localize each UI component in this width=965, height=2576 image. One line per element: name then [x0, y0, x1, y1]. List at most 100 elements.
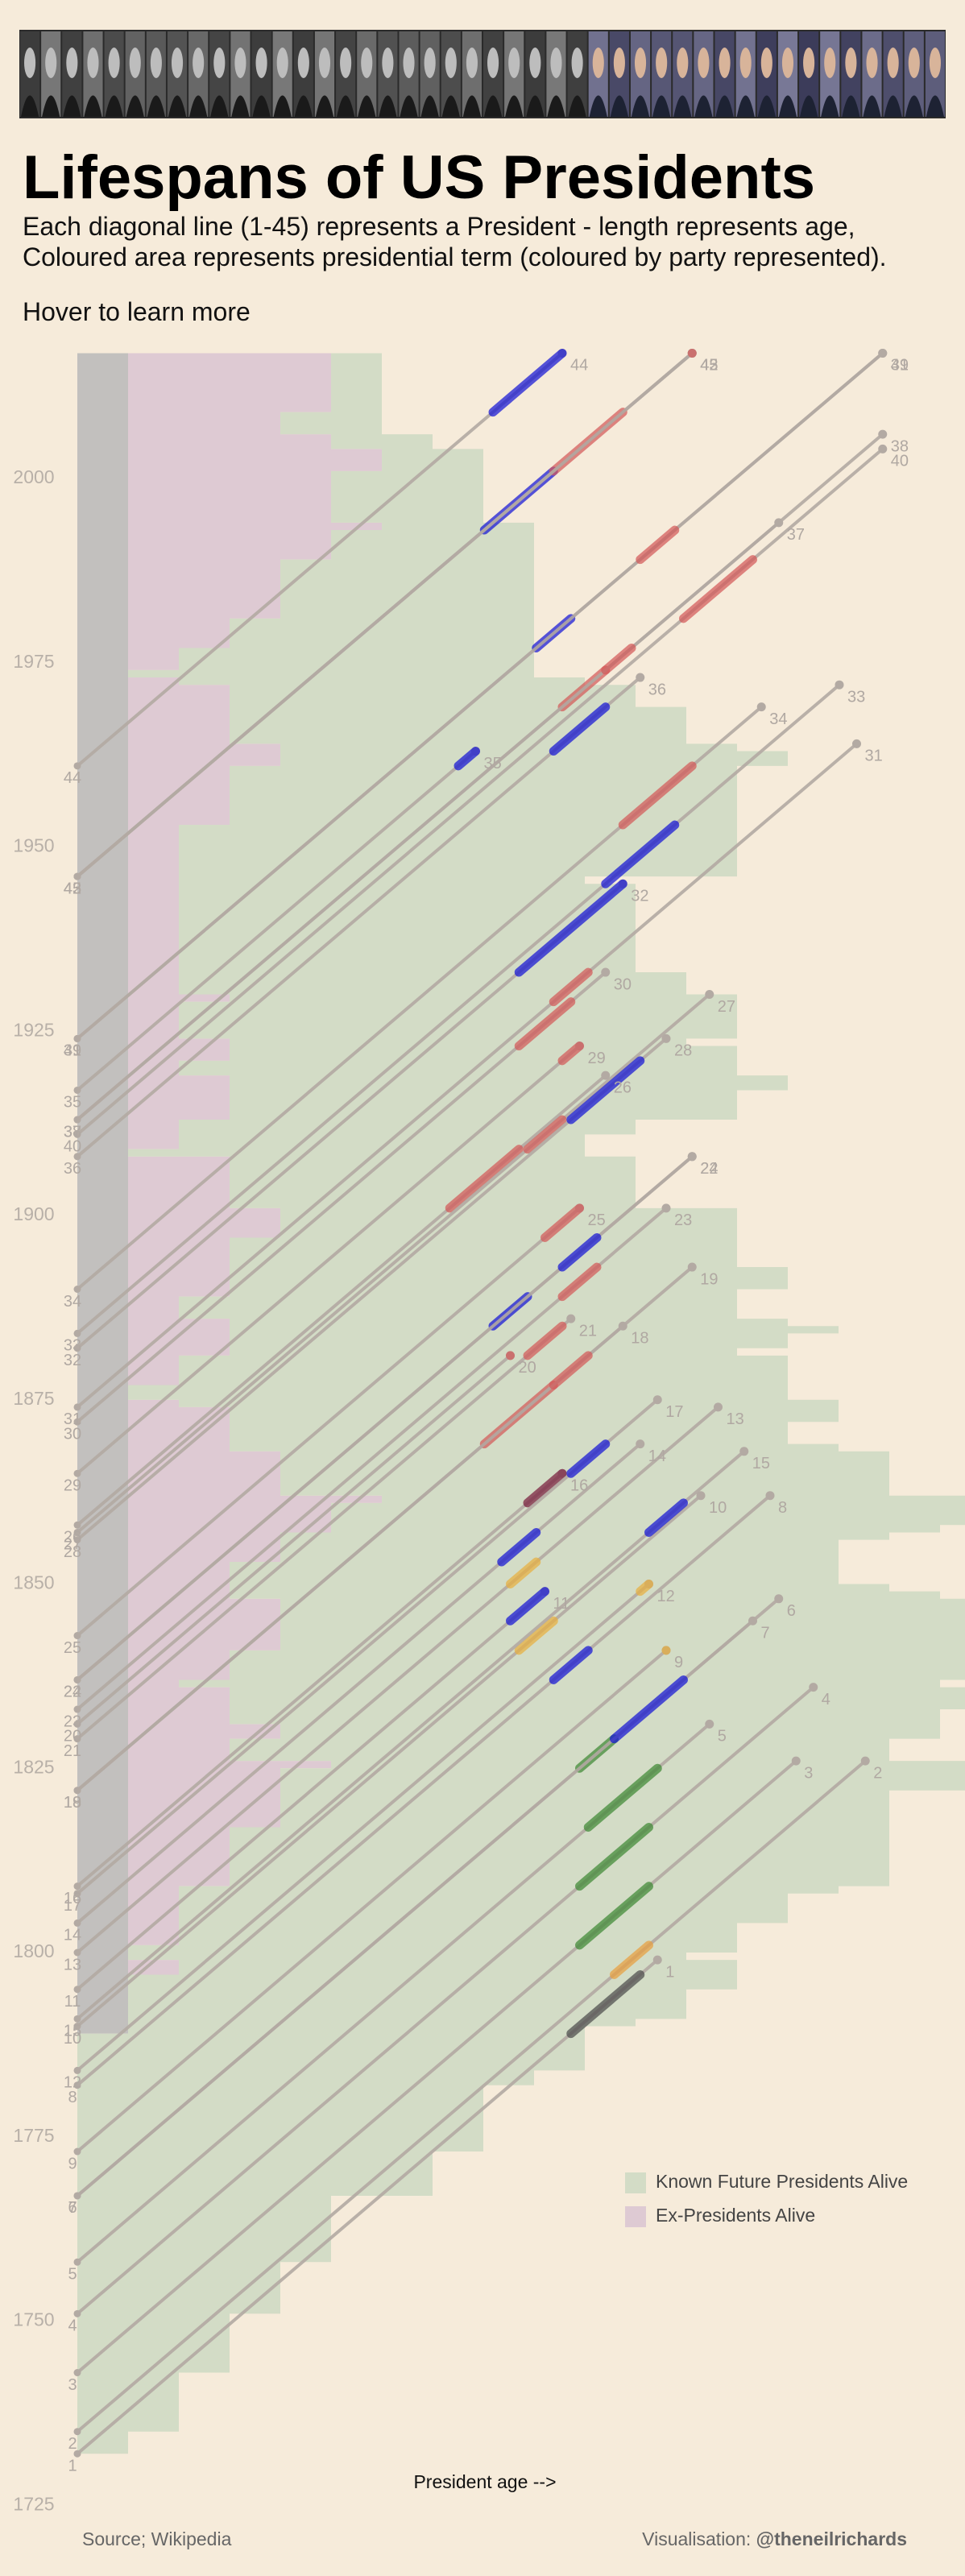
presidential-term: [557, 1042, 584, 1066]
presidential-term: [557, 1262, 602, 1302]
portrait-body: [337, 95, 355, 117]
portrait-body: [568, 95, 586, 117]
president-number-start: 12: [64, 2074, 81, 2092]
president-number-end: 17: [665, 1403, 683, 1421]
portrait-face: [866, 48, 878, 78]
portrait-body: [210, 95, 229, 117]
president-number-start: 18: [64, 1794, 81, 1812]
birth-dot: [73, 1403, 81, 1411]
end-dot: [566, 1314, 576, 1323]
line-layer: [73, 348, 888, 2458]
presidential-term: [549, 702, 611, 756]
president-number-end: 40: [891, 453, 909, 470]
end-dot: [860, 1756, 870, 1766]
president-number-start: 7: [68, 2199, 77, 2217]
presidential-term: [506, 1557, 541, 1588]
president-number-end: 28: [674, 1042, 692, 1060]
portrait-face: [255, 48, 267, 78]
president-number-end: 38: [891, 437, 909, 455]
president-number-start: 14: [64, 1927, 81, 1944]
birth-dot: [73, 2023, 81, 2030]
president-number-end: 14: [648, 1447, 666, 1465]
president-number-end: 21: [579, 1322, 597, 1340]
birth-dot: [73, 2258, 81, 2266]
president-number-start: 19: [64, 1794, 81, 1812]
presidential-term: [514, 1616, 558, 1655]
president-number-start: 13: [64, 1956, 81, 1973]
end-dot: [661, 1033, 671, 1043]
birth-dot: [73, 1536, 81, 1544]
y-tick-label: 1775: [13, 2125, 54, 2146]
chart-title: Lifespans of US Presidents: [23, 143, 815, 212]
birth-dot: [73, 1130, 81, 1138]
president-number-start: 10: [64, 2030, 81, 2048]
president-number-start: 15: [64, 2023, 81, 2040]
y-tick-label: 1800: [13, 1940, 54, 1961]
president-number-end: 33: [847, 688, 865, 706]
portrait-face: [803, 48, 815, 78]
president-number-end: 29: [588, 1050, 606, 1067]
portrait-body: [315, 95, 334, 117]
presidential-term: [523, 1321, 567, 1360]
portrait-body: [273, 95, 292, 117]
end-dot: [809, 1683, 818, 1692]
portrait-body: [757, 95, 776, 117]
end-dot: [878, 348, 888, 358]
portrait-face: [66, 48, 78, 78]
portrait-body: [168, 95, 187, 117]
president-number-start: 11: [64, 1993, 81, 2011]
portrait-face: [382, 48, 394, 78]
portrait-body: [610, 95, 628, 117]
portrait-face: [677, 48, 689, 78]
subtitle-line: Each diagonal line (1-45) represents a P…: [23, 212, 855, 241]
portrait-face: [739, 48, 752, 78]
presidential-term: [610, 1940, 653, 1979]
credit-prefix: Visualisation:: [642, 2528, 756, 2549]
portrait-body: [652, 95, 671, 117]
end-dot: [696, 1491, 706, 1501]
lifespan-line: [76, 351, 694, 878]
lifespan-line: [76, 1398, 659, 1895]
president-number-end: 6: [787, 1602, 796, 1620]
end-dot: [765, 1491, 775, 1501]
portrait-face: [529, 48, 541, 78]
portrait-body: [105, 95, 123, 117]
president-number-start: 39: [64, 1042, 81, 1060]
portrait-body: [673, 95, 692, 117]
portrait-body: [400, 95, 418, 117]
end-dot: [661, 1203, 671, 1213]
president-number-start: 21: [64, 1742, 81, 1760]
president-number-end: 20: [519, 1359, 536, 1377]
birth-dot: [73, 1787, 81, 1795]
president-number-start: 34: [64, 1293, 81, 1311]
lifespan-line: [76, 351, 884, 1040]
president-number-start: 33: [64, 1337, 81, 1355]
birth-dot: [73, 1521, 81, 1529]
lifespan-line: [76, 1582, 650, 2072]
president-number-start: 8: [68, 2089, 77, 2106]
presidential-term: [514, 997, 576, 1051]
portrait-face: [276, 48, 288, 78]
portrait-face: [571, 48, 583, 78]
portrait-body: [821, 95, 839, 117]
portrait-face: [487, 48, 499, 78]
legend-swatch: [625, 2172, 646, 2193]
portrait-face: [340, 48, 352, 78]
end-dot: [636, 673, 645, 682]
president-number-end: 4: [822, 1691, 830, 1708]
president-number-end: 27: [718, 998, 735, 1016]
presidential-term: [566, 1056, 645, 1124]
portrait-body: [800, 95, 818, 117]
president-number-start: 44: [64, 769, 81, 787]
portrait-body: [84, 95, 102, 117]
president-number-start: 45: [64, 880, 81, 897]
birth-dot: [73, 872, 81, 880]
portrait-face: [424, 48, 436, 78]
portrait-face: [466, 48, 478, 78]
portrait-banner: [19, 30, 946, 118]
lifespan-line: [76, 351, 564, 768]
lifespan-line: [76, 1759, 867, 2433]
lifespan-line: [76, 1759, 797, 2375]
portrait-face: [929, 48, 941, 78]
